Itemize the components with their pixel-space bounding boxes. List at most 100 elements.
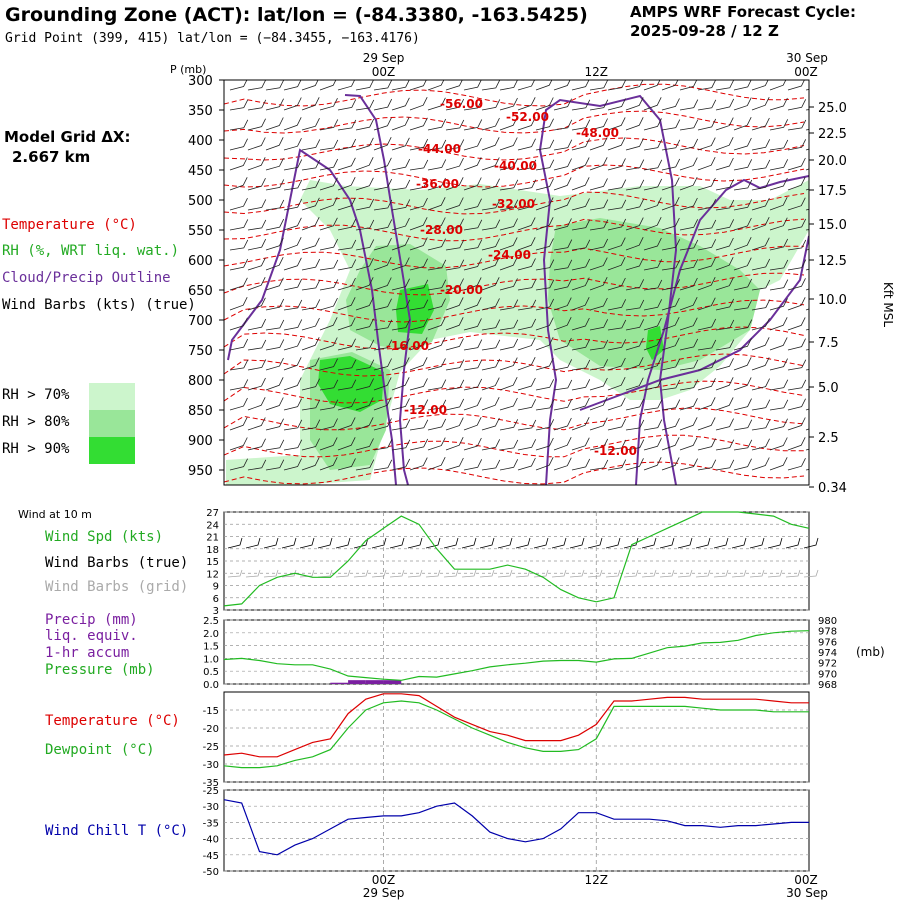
wind-barb — [481, 439, 501, 451]
wind-barb — [409, 117, 428, 131]
wind-barb — [445, 317, 464, 331]
wind-barb — [445, 457, 464, 471]
wind-barb — [535, 259, 555, 271]
wind-barb — [301, 419, 321, 431]
wind-chill-panel-tick-label: -40 — [203, 835, 219, 846]
wind-barb — [373, 178, 393, 191]
wind-barb — [517, 138, 536, 151]
wind-barb — [697, 199, 717, 211]
wind-barb — [787, 259, 807, 271]
wind-barb — [661, 158, 681, 171]
wind-barb — [373, 358, 392, 371]
rh90-swatch — [89, 437, 135, 464]
wind-barb — [733, 357, 752, 371]
wind-barb — [535, 197, 554, 211]
wind-barb — [535, 298, 555, 311]
wind-barb — [301, 378, 320, 391]
wind-barb — [643, 178, 663, 191]
pressure-right-tick-label: 978 — [818, 627, 837, 638]
grid-wind-barb — [785, 569, 801, 578]
wind-barb — [733, 377, 752, 391]
pressure-right-tick-label: 970 — [818, 669, 837, 680]
wind-barb — [769, 97, 788, 111]
wind-barb — [265, 137, 284, 151]
wind-barb — [643, 399, 663, 411]
wind-barb — [787, 379, 807, 391]
wind-barb — [661, 259, 681, 271]
wind-barb — [769, 279, 789, 291]
wind-barb — [301, 178, 321, 191]
wind-barb — [247, 359, 267, 371]
true-wind-barb — [389, 537, 405, 549]
wind-barb — [715, 237, 734, 251]
temperature-contour — [224, 461, 805, 485]
wind-barb — [463, 219, 483, 231]
wind-barb — [715, 117, 734, 131]
true-wind-barb — [623, 537, 639, 549]
wind-barb — [535, 118, 554, 131]
wind-barb — [319, 457, 338, 471]
wind-barb — [571, 359, 591, 371]
wind-barb — [319, 418, 338, 431]
wind-barb — [391, 237, 410, 251]
model-grid-label: Model Grid ΔX: — [4, 128, 131, 146]
wind-barb — [661, 177, 680, 191]
wind-barb — [319, 317, 338, 331]
wind-barb — [301, 438, 320, 451]
pressure-axis-title: P (mb) — [170, 63, 206, 76]
wind-barb — [337, 398, 356, 411]
wind-barb — [697, 417, 716, 431]
pressure-right-tick-label: 972 — [818, 659, 837, 670]
height-tick-label: 12.5 — [818, 254, 847, 269]
wind-barb — [283, 138, 302, 151]
wind-barb — [535, 159, 555, 171]
wind-barb — [625, 419, 645, 431]
wind-barb — [715, 157, 734, 171]
wind-barb — [355, 118, 375, 131]
wind-barb — [265, 98, 284, 111]
wind-barb — [373, 98, 393, 111]
true-wind-barb — [605, 537, 621, 549]
wind-barb — [247, 118, 266, 131]
cross-section-frame — [223, 79, 810, 486]
wind-barb — [373, 80, 393, 91]
wind-barb — [409, 197, 428, 211]
wind-barb — [391, 419, 411, 431]
wind-barb — [373, 137, 392, 151]
wind-barb — [463, 258, 482, 271]
grid-wind-barb — [623, 569, 639, 578]
wind-barb — [391, 117, 410, 131]
wind-barb — [247, 318, 267, 331]
wind-barb — [697, 378, 716, 391]
wind-barb — [643, 217, 662, 231]
wind-barb — [679, 417, 698, 431]
wind-barb — [589, 99, 609, 111]
wind-barb — [229, 277, 248, 291]
grid-wind-barb — [479, 569, 495, 578]
top-date-2: 30 Sep — [786, 51, 828, 65]
wind-barb — [247, 297, 266, 311]
wind-barb — [319, 399, 339, 411]
wind-barb — [787, 338, 806, 351]
wind-speed-panel-frame — [223, 511, 810, 611]
wind-barb — [535, 139, 555, 151]
wind-barb — [463, 239, 483, 251]
wind-barb — [769, 197, 788, 211]
wind-barb — [715, 459, 735, 471]
wind-barb — [643, 299, 663, 311]
wind-barb — [607, 357, 626, 371]
wind-barb — [265, 257, 284, 271]
grid-wind-barb — [551, 569, 567, 578]
temperature-panel-tick-label: -20 — [203, 724, 219, 735]
wind-barb — [499, 257, 518, 271]
wind-barb — [571, 119, 591, 131]
wind-barb — [607, 117, 626, 131]
grid-wind-barb — [515, 569, 531, 578]
grid-wind-barb — [281, 569, 297, 578]
wind-barb — [373, 219, 393, 231]
height-tick-label: 17.5 — [818, 184, 847, 199]
wind-barb — [589, 377, 608, 391]
wind-barb — [427, 259, 447, 271]
wind-barb — [607, 319, 627, 331]
wind-barb — [427, 97, 446, 111]
